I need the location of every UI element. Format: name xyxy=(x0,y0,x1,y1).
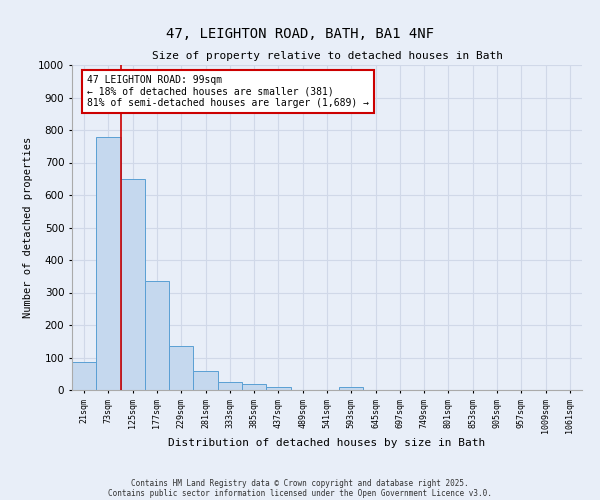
Bar xyxy=(96,136,121,390)
Bar xyxy=(145,281,169,390)
Text: Contains public sector information licensed under the Open Government Licence v3: Contains public sector information licen… xyxy=(108,488,492,498)
Bar xyxy=(218,382,242,390)
Bar xyxy=(72,362,96,390)
Text: Contains HM Land Registry data © Crown copyright and database right 2025.: Contains HM Land Registry data © Crown c… xyxy=(131,478,469,488)
Bar xyxy=(266,387,290,390)
X-axis label: Distribution of detached houses by size in Bath: Distribution of detached houses by size … xyxy=(169,438,485,448)
Bar xyxy=(242,384,266,390)
Text: 47, LEIGHTON ROAD, BATH, BA1 4NF: 47, LEIGHTON ROAD, BATH, BA1 4NF xyxy=(166,28,434,42)
Bar xyxy=(121,179,145,390)
Bar xyxy=(193,370,218,390)
Bar xyxy=(169,346,193,390)
Y-axis label: Number of detached properties: Number of detached properties xyxy=(23,137,32,318)
Title: Size of property relative to detached houses in Bath: Size of property relative to detached ho… xyxy=(151,52,503,62)
Bar xyxy=(339,387,364,390)
Text: 47 LEIGHTON ROAD: 99sqm
← 18% of detached houses are smaller (381)
81% of semi-d: 47 LEIGHTON ROAD: 99sqm ← 18% of detache… xyxy=(88,74,370,108)
